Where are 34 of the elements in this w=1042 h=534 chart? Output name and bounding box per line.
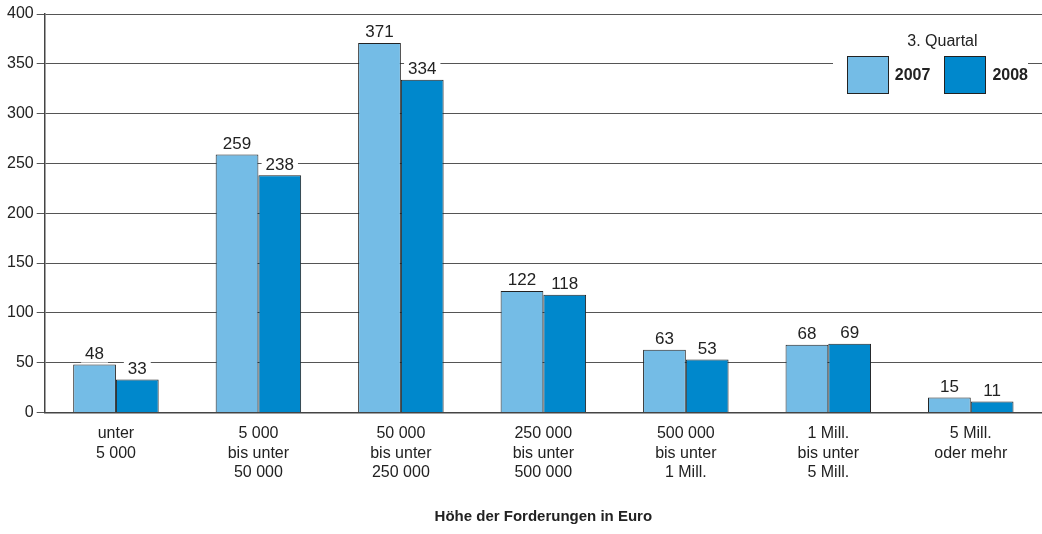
data-label: 334 xyxy=(408,58,437,78)
legend-title: 3. Quartal xyxy=(906,32,979,50)
data-label: 53 xyxy=(697,338,717,358)
data-label: 11 xyxy=(983,380,1001,400)
y-tick-label: 0 xyxy=(24,402,34,420)
y-tick-label: 150 xyxy=(6,253,34,271)
data-label: 259 xyxy=(222,133,252,153)
y-tick-label: 50 xyxy=(15,353,34,371)
data-label: 69 xyxy=(840,322,860,342)
data-label: 122 xyxy=(507,270,537,290)
y-tick-label: 250 xyxy=(6,153,34,171)
legend-label: 2008 xyxy=(992,66,1028,84)
data-label: 238 xyxy=(265,154,294,174)
x-tick-label: 250 000 bis unter 500 000 xyxy=(512,424,575,480)
x-tick-label: 5 000 bis unter 50 000 xyxy=(227,424,290,480)
y-tick-label: 200 xyxy=(6,203,34,221)
data-label: 371 xyxy=(365,22,394,42)
x-tick-label: 500 000 bis unter 1 Mill. xyxy=(655,424,718,480)
x-tick-label: 5 Mill. oder mehr xyxy=(934,424,1008,461)
x-tick-label: unter 5 000 xyxy=(95,424,137,461)
y-tick-label: 350 xyxy=(6,54,34,72)
y-tick-label: 300 xyxy=(6,104,34,122)
y-tick-label: 400 xyxy=(6,4,34,22)
data-label: 118 xyxy=(551,274,579,294)
x-tick-label: 1 Mill. bis unter 5 Mill. xyxy=(797,424,860,480)
data-label: 15 xyxy=(939,376,959,396)
x-axis-title: Höhe der Forderungen in Euro xyxy=(434,507,653,525)
x-tick-label: 50 000 bis unter 250 000 xyxy=(370,424,433,480)
data-label: 33 xyxy=(127,358,147,378)
data-label: 48 xyxy=(85,343,105,363)
y-tick-label: 100 xyxy=(6,303,34,321)
data-label: 68 xyxy=(797,323,817,343)
data-label: 63 xyxy=(654,328,674,348)
legend-label: 2007 xyxy=(894,66,931,84)
